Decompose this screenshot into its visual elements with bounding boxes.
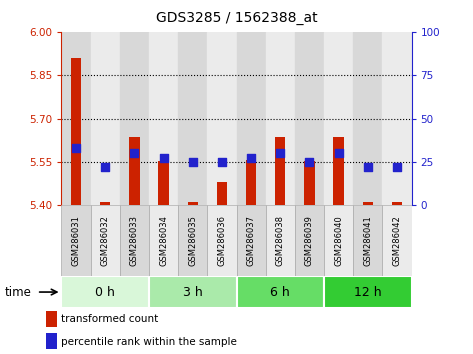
Point bbox=[306, 159, 313, 165]
Bar bbox=[207, 32, 236, 205]
Text: GSM286032: GSM286032 bbox=[101, 215, 110, 266]
Point bbox=[189, 159, 197, 165]
Bar bbox=[236, 205, 266, 276]
Bar bbox=[178, 32, 207, 205]
Bar bbox=[324, 32, 353, 205]
Bar bbox=[158, 160, 169, 205]
Bar bbox=[46, 333, 57, 349]
Text: GSM286036: GSM286036 bbox=[218, 215, 227, 266]
Bar bbox=[120, 205, 149, 276]
Bar bbox=[333, 137, 344, 205]
Bar bbox=[129, 137, 140, 205]
Bar bbox=[61, 32, 91, 205]
Bar bbox=[324, 205, 353, 276]
Bar bbox=[246, 160, 256, 205]
Text: GSM286039: GSM286039 bbox=[305, 215, 314, 266]
Text: 0 h: 0 h bbox=[95, 286, 115, 298]
Text: GSM286031: GSM286031 bbox=[71, 215, 80, 266]
Text: GSM286035: GSM286035 bbox=[188, 215, 197, 266]
Text: time: time bbox=[5, 286, 32, 298]
Bar bbox=[100, 202, 110, 205]
Text: 12 h: 12 h bbox=[354, 286, 382, 298]
Text: GSM286042: GSM286042 bbox=[393, 215, 402, 266]
Bar bbox=[46, 311, 57, 327]
Bar bbox=[71, 58, 81, 205]
Bar bbox=[91, 205, 120, 276]
Bar bbox=[295, 32, 324, 205]
Point bbox=[101, 164, 109, 170]
Text: GSM286040: GSM286040 bbox=[334, 215, 343, 266]
Point bbox=[364, 164, 372, 170]
Point bbox=[72, 145, 80, 151]
Point bbox=[393, 164, 401, 170]
Text: GSM286037: GSM286037 bbox=[246, 215, 255, 266]
Bar bbox=[217, 182, 227, 205]
Bar bbox=[178, 205, 207, 276]
Text: GSM286038: GSM286038 bbox=[276, 215, 285, 266]
Bar bbox=[266, 32, 295, 205]
Bar bbox=[120, 32, 149, 205]
Point bbox=[247, 156, 255, 161]
Bar bbox=[91, 32, 120, 205]
Bar bbox=[295, 205, 324, 276]
Text: transformed count: transformed count bbox=[61, 314, 158, 325]
Bar bbox=[324, 276, 412, 308]
Bar bbox=[61, 276, 149, 308]
Bar bbox=[353, 32, 382, 205]
Bar bbox=[353, 205, 382, 276]
Text: GSM286041: GSM286041 bbox=[363, 215, 372, 266]
Text: GSM286033: GSM286033 bbox=[130, 215, 139, 266]
Bar bbox=[382, 205, 412, 276]
Text: GDS3285 / 1562388_at: GDS3285 / 1562388_at bbox=[156, 11, 317, 25]
Bar bbox=[188, 202, 198, 205]
Bar bbox=[304, 160, 315, 205]
Point bbox=[276, 150, 284, 156]
Bar bbox=[149, 205, 178, 276]
Bar bbox=[236, 276, 324, 308]
Point bbox=[160, 156, 167, 161]
Bar bbox=[392, 202, 402, 205]
Point bbox=[218, 159, 226, 165]
Text: percentile rank within the sample: percentile rank within the sample bbox=[61, 337, 236, 347]
Bar bbox=[149, 32, 178, 205]
Bar bbox=[236, 32, 266, 205]
Bar bbox=[275, 137, 285, 205]
Bar bbox=[382, 32, 412, 205]
Text: GSM286034: GSM286034 bbox=[159, 215, 168, 266]
Point bbox=[131, 150, 138, 156]
Bar bbox=[149, 276, 236, 308]
Bar bbox=[266, 205, 295, 276]
Bar bbox=[363, 202, 373, 205]
Bar bbox=[207, 205, 236, 276]
Bar bbox=[61, 205, 91, 276]
Point bbox=[335, 150, 342, 156]
Text: 6 h: 6 h bbox=[271, 286, 290, 298]
Text: 3 h: 3 h bbox=[183, 286, 202, 298]
